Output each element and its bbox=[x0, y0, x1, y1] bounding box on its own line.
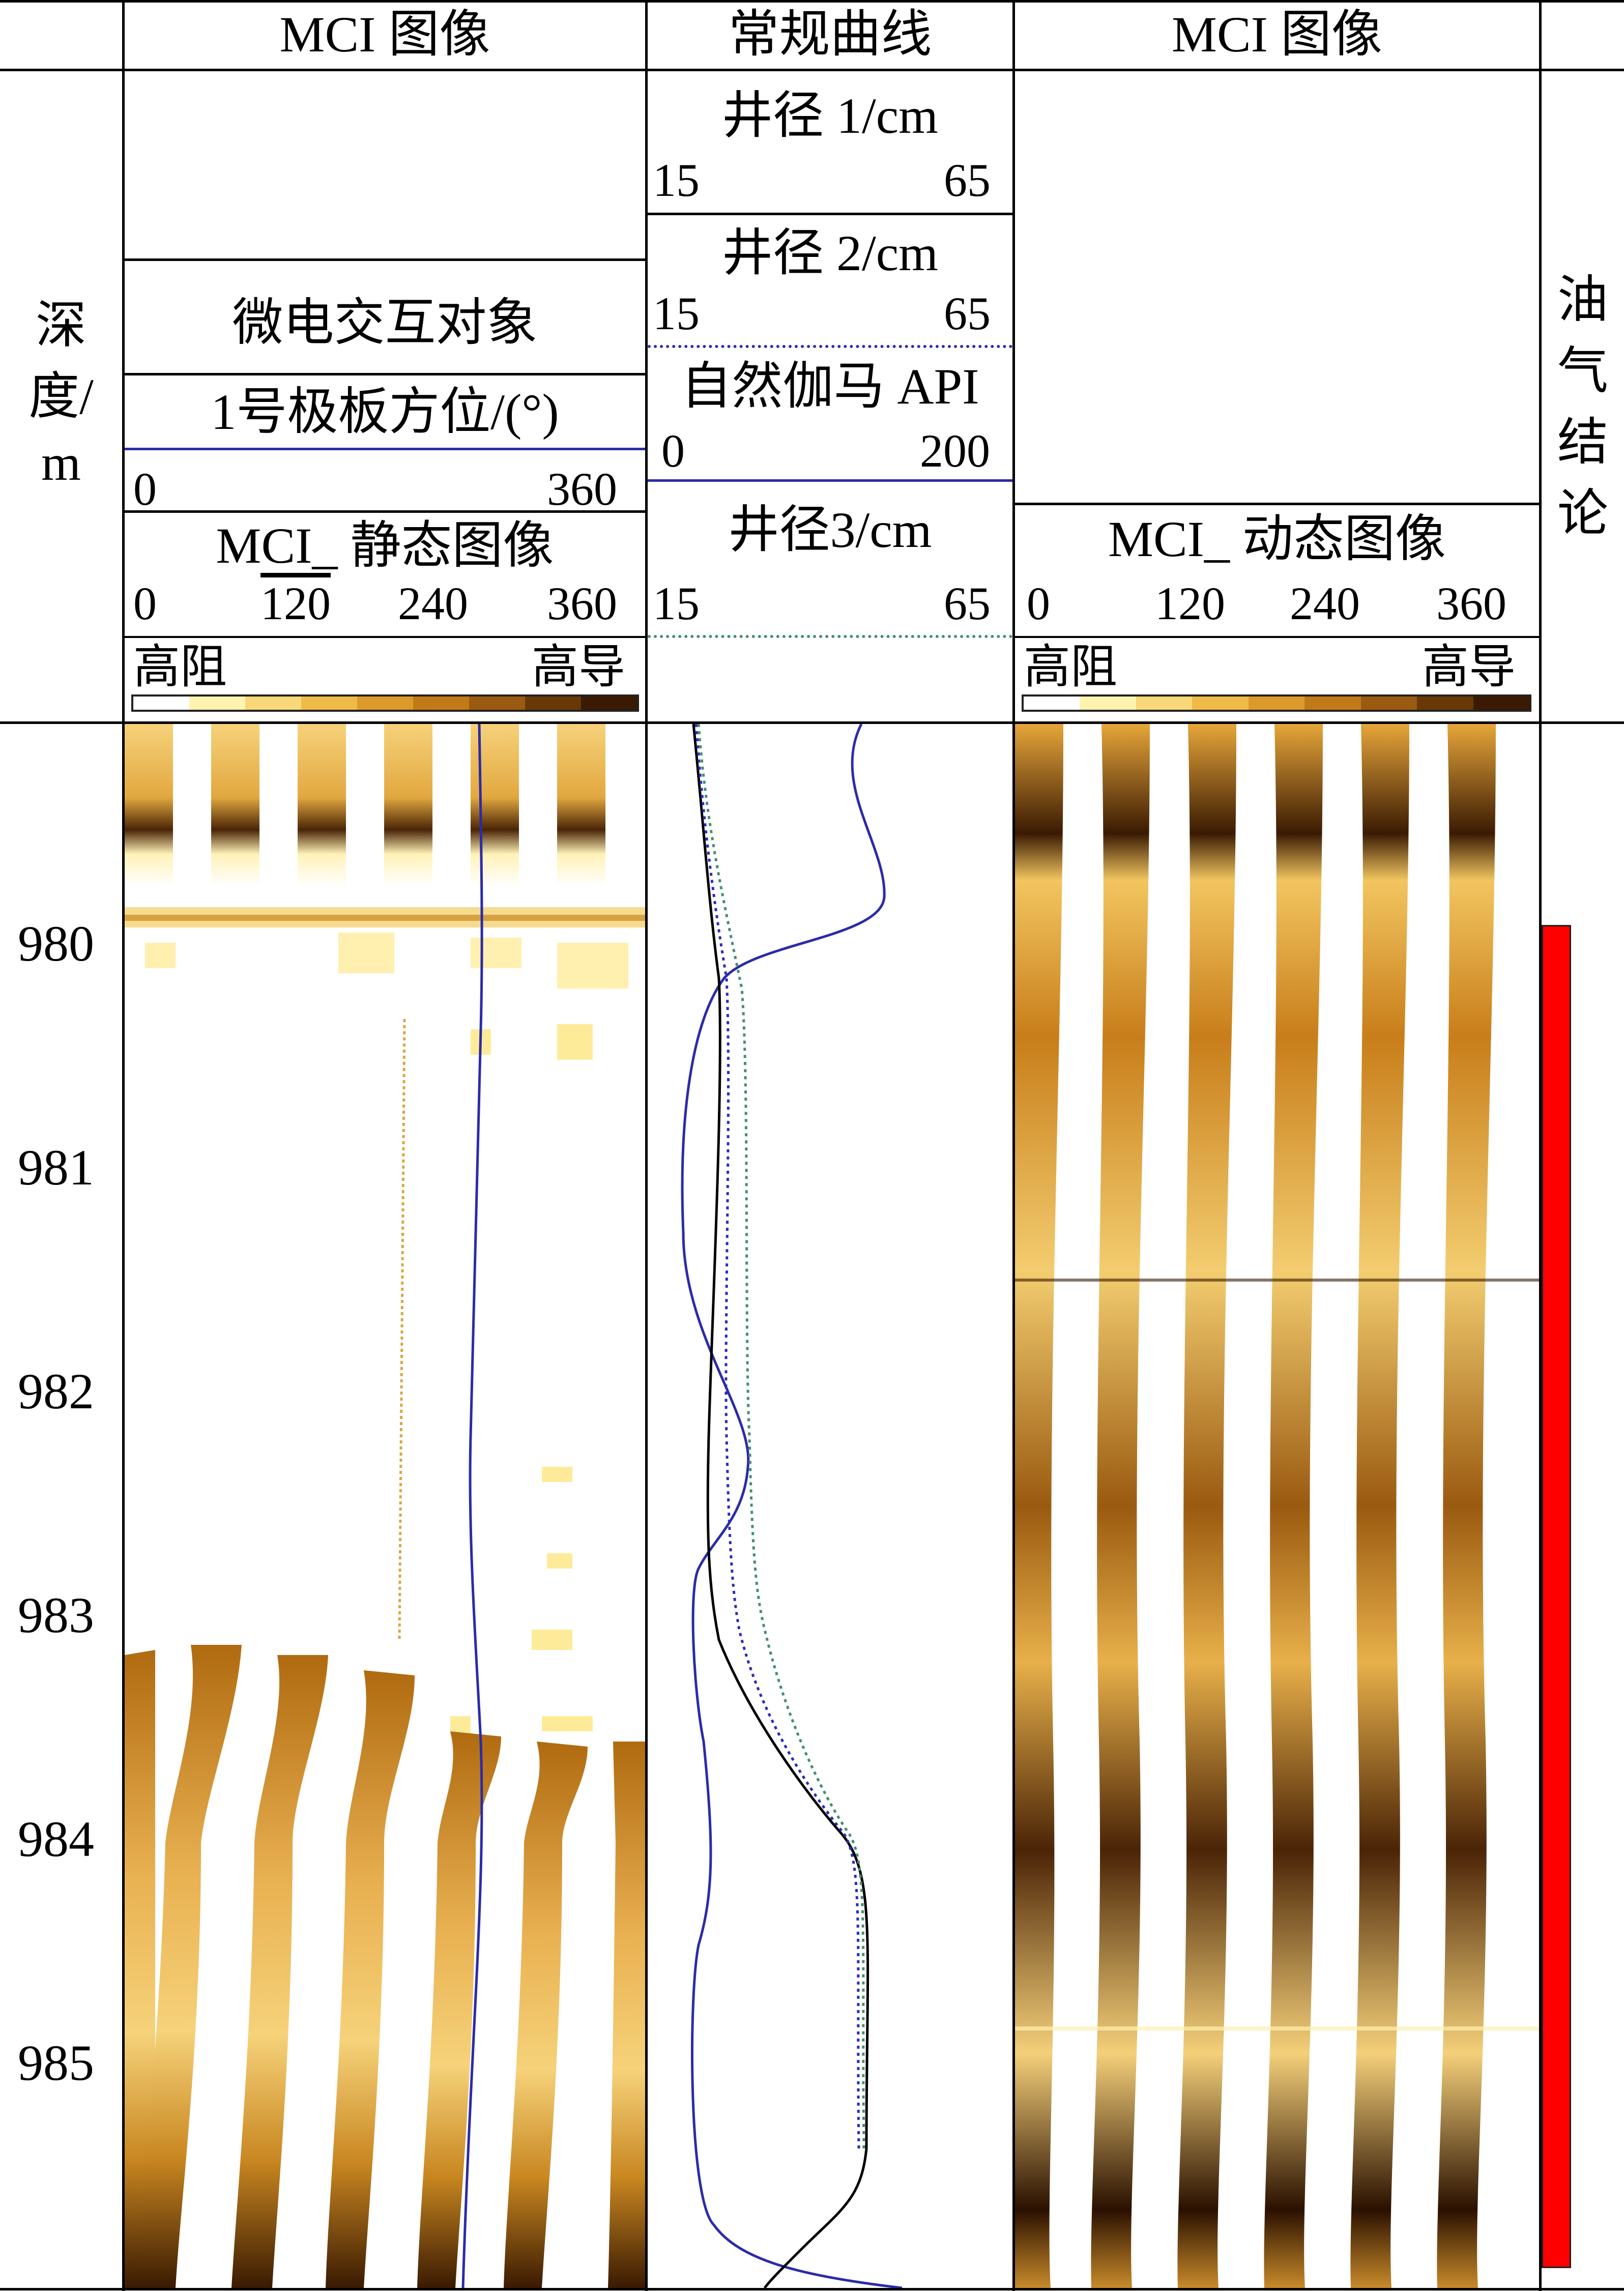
col-right-title: MCI 图像 bbox=[1172, 6, 1382, 63]
static-label: MCI_ 静态图像 bbox=[216, 517, 554, 574]
static-colorbar bbox=[131, 694, 639, 712]
dynamic-tick-0: 0 bbox=[1027, 577, 1050, 629]
gr-legend-line bbox=[648, 479, 1012, 482]
left-divider-1 bbox=[125, 258, 645, 261]
colorbar-swatch bbox=[1473, 697, 1529, 710]
border-mid-right bbox=[1012, 0, 1015, 2291]
static-tick-240: 240 bbox=[398, 577, 468, 629]
colorbar-swatch bbox=[1136, 697, 1193, 710]
cal2-min: 15 bbox=[653, 287, 700, 339]
static-tick-0: 0 bbox=[133, 577, 157, 629]
pad-azimuth-label: 1号极板方位/(°) bbox=[211, 384, 559, 440]
cal2-curve bbox=[694, 724, 860, 2149]
colorbar-swatch bbox=[1024, 697, 1080, 710]
dynamic-scale-left: 高阻 bbox=[1024, 641, 1118, 693]
colorbar-swatch bbox=[413, 697, 469, 710]
colorbar-swatch bbox=[1360, 697, 1417, 710]
cal1-min: 15 bbox=[653, 154, 700, 206]
colorbar-swatch bbox=[189, 697, 245, 710]
cal2-label: 井径 2/cm bbox=[722, 225, 938, 281]
cal3-max: 65 bbox=[944, 577, 991, 629]
depth-label-2: 度/ bbox=[28, 368, 94, 425]
pad-azimuth-min: 0 bbox=[133, 463, 157, 515]
static-scale-right: 高导 bbox=[532, 641, 626, 693]
static-top-pads bbox=[125, 724, 605, 887]
cal3-min: 15 bbox=[653, 577, 700, 629]
border-left-mid bbox=[645, 0, 648, 2291]
dynamic-tick-240: 240 bbox=[1290, 577, 1360, 629]
static-image bbox=[125, 724, 645, 2288]
cal2-legend-line bbox=[648, 345, 1012, 348]
dynamic-tick-120: 120 bbox=[1155, 577, 1225, 629]
static-tick-120: 120 bbox=[260, 577, 331, 629]
cal3-label: 井径3/cm bbox=[728, 502, 932, 558]
colorbar-swatch bbox=[1417, 697, 1473, 710]
colorbar-swatch bbox=[469, 697, 525, 710]
frame-top bbox=[0, 0, 1624, 3]
cal1-max: 65 bbox=[944, 154, 991, 206]
cal3-legend-line bbox=[648, 635, 1012, 638]
oil-gas-interval-bar bbox=[1542, 925, 1571, 2268]
frame-bottom bbox=[0, 2288, 1624, 2290]
dynamic-label: MCI_ 动态图像 bbox=[1108, 511, 1446, 567]
colorbar-swatch bbox=[1080, 697, 1136, 710]
left-divider-3 bbox=[125, 510, 645, 513]
colorbar-swatch bbox=[245, 697, 301, 710]
conclusion-label-2: 气 bbox=[1557, 343, 1608, 399]
border-depth-left bbox=[122, 0, 125, 2291]
conclusion-label-4: 论 bbox=[1557, 485, 1608, 542]
colorbar-swatch bbox=[1248, 697, 1305, 710]
colorbar-swatch bbox=[133, 697, 189, 710]
col-left-title: MCI 图像 bbox=[279, 6, 490, 63]
static-scale-left: 高阻 bbox=[133, 641, 227, 693]
colorbar-swatch bbox=[525, 697, 581, 710]
left-divider-4 bbox=[125, 636, 645, 638]
gr-min: 0 bbox=[661, 425, 685, 477]
depth-982: 982 bbox=[18, 1363, 94, 1419]
depth-980: 980 bbox=[18, 915, 94, 972]
right-divider-2 bbox=[1015, 636, 1539, 638]
cal1-label: 井径 1/cm bbox=[722, 88, 938, 144]
gr-curve bbox=[681, 724, 903, 2288]
conclusion-label-1: 油 bbox=[1557, 272, 1608, 328]
cal1-legend-line bbox=[648, 213, 1012, 215]
depth-984: 984 bbox=[18, 1811, 94, 1867]
pad-azimuth-max: 360 bbox=[547, 463, 617, 515]
colorbar-swatch bbox=[581, 697, 637, 710]
dynamic-colorbar bbox=[1022, 694, 1531, 712]
header-bottom-border bbox=[0, 721, 1624, 724]
colorbar-swatch bbox=[1192, 697, 1249, 710]
colorbar-swatch bbox=[301, 697, 357, 710]
border-right-concl bbox=[1539, 0, 1542, 2291]
dynamic-image bbox=[1015, 724, 1539, 2288]
left-divider-2 bbox=[125, 373, 645, 375]
gr-max: 200 bbox=[920, 425, 990, 477]
depth-981: 981 bbox=[18, 1139, 94, 1196]
dynamic-scale-right: 高导 bbox=[1422, 641, 1516, 693]
right-divider-1 bbox=[1015, 503, 1539, 505]
depth-label-1: 深 bbox=[36, 297, 86, 354]
conventional-curves bbox=[681, 724, 903, 2288]
cal1-curve bbox=[692, 724, 869, 2288]
static-tick-360: 360 bbox=[547, 577, 617, 629]
depth-983: 983 bbox=[18, 1587, 94, 1643]
conclusion-label-3: 结 bbox=[1557, 414, 1608, 471]
micro-label: 微电交互对象 bbox=[232, 295, 538, 351]
dynamic-tick-360: 360 bbox=[1436, 577, 1506, 629]
cal2-max: 65 bbox=[944, 287, 991, 339]
static-bottom-pads bbox=[125, 1645, 645, 2288]
depth-label-3: m bbox=[41, 434, 81, 491]
dynamic-pads bbox=[1015, 724, 1496, 2288]
gr-label: 自然伽马 API bbox=[681, 358, 979, 415]
col-mid-title: 常规曲线 bbox=[728, 6, 932, 63]
header-row-divider bbox=[0, 69, 1624, 71]
cal3-curve bbox=[697, 724, 865, 2149]
depth-985: 985 bbox=[18, 2035, 94, 2091]
colorbar-swatch bbox=[357, 697, 413, 710]
colorbar-swatch bbox=[1304, 697, 1361, 710]
pad-azimuth-curve bbox=[461, 724, 483, 2288]
pad-azimuth-legend-line bbox=[125, 448, 645, 450]
